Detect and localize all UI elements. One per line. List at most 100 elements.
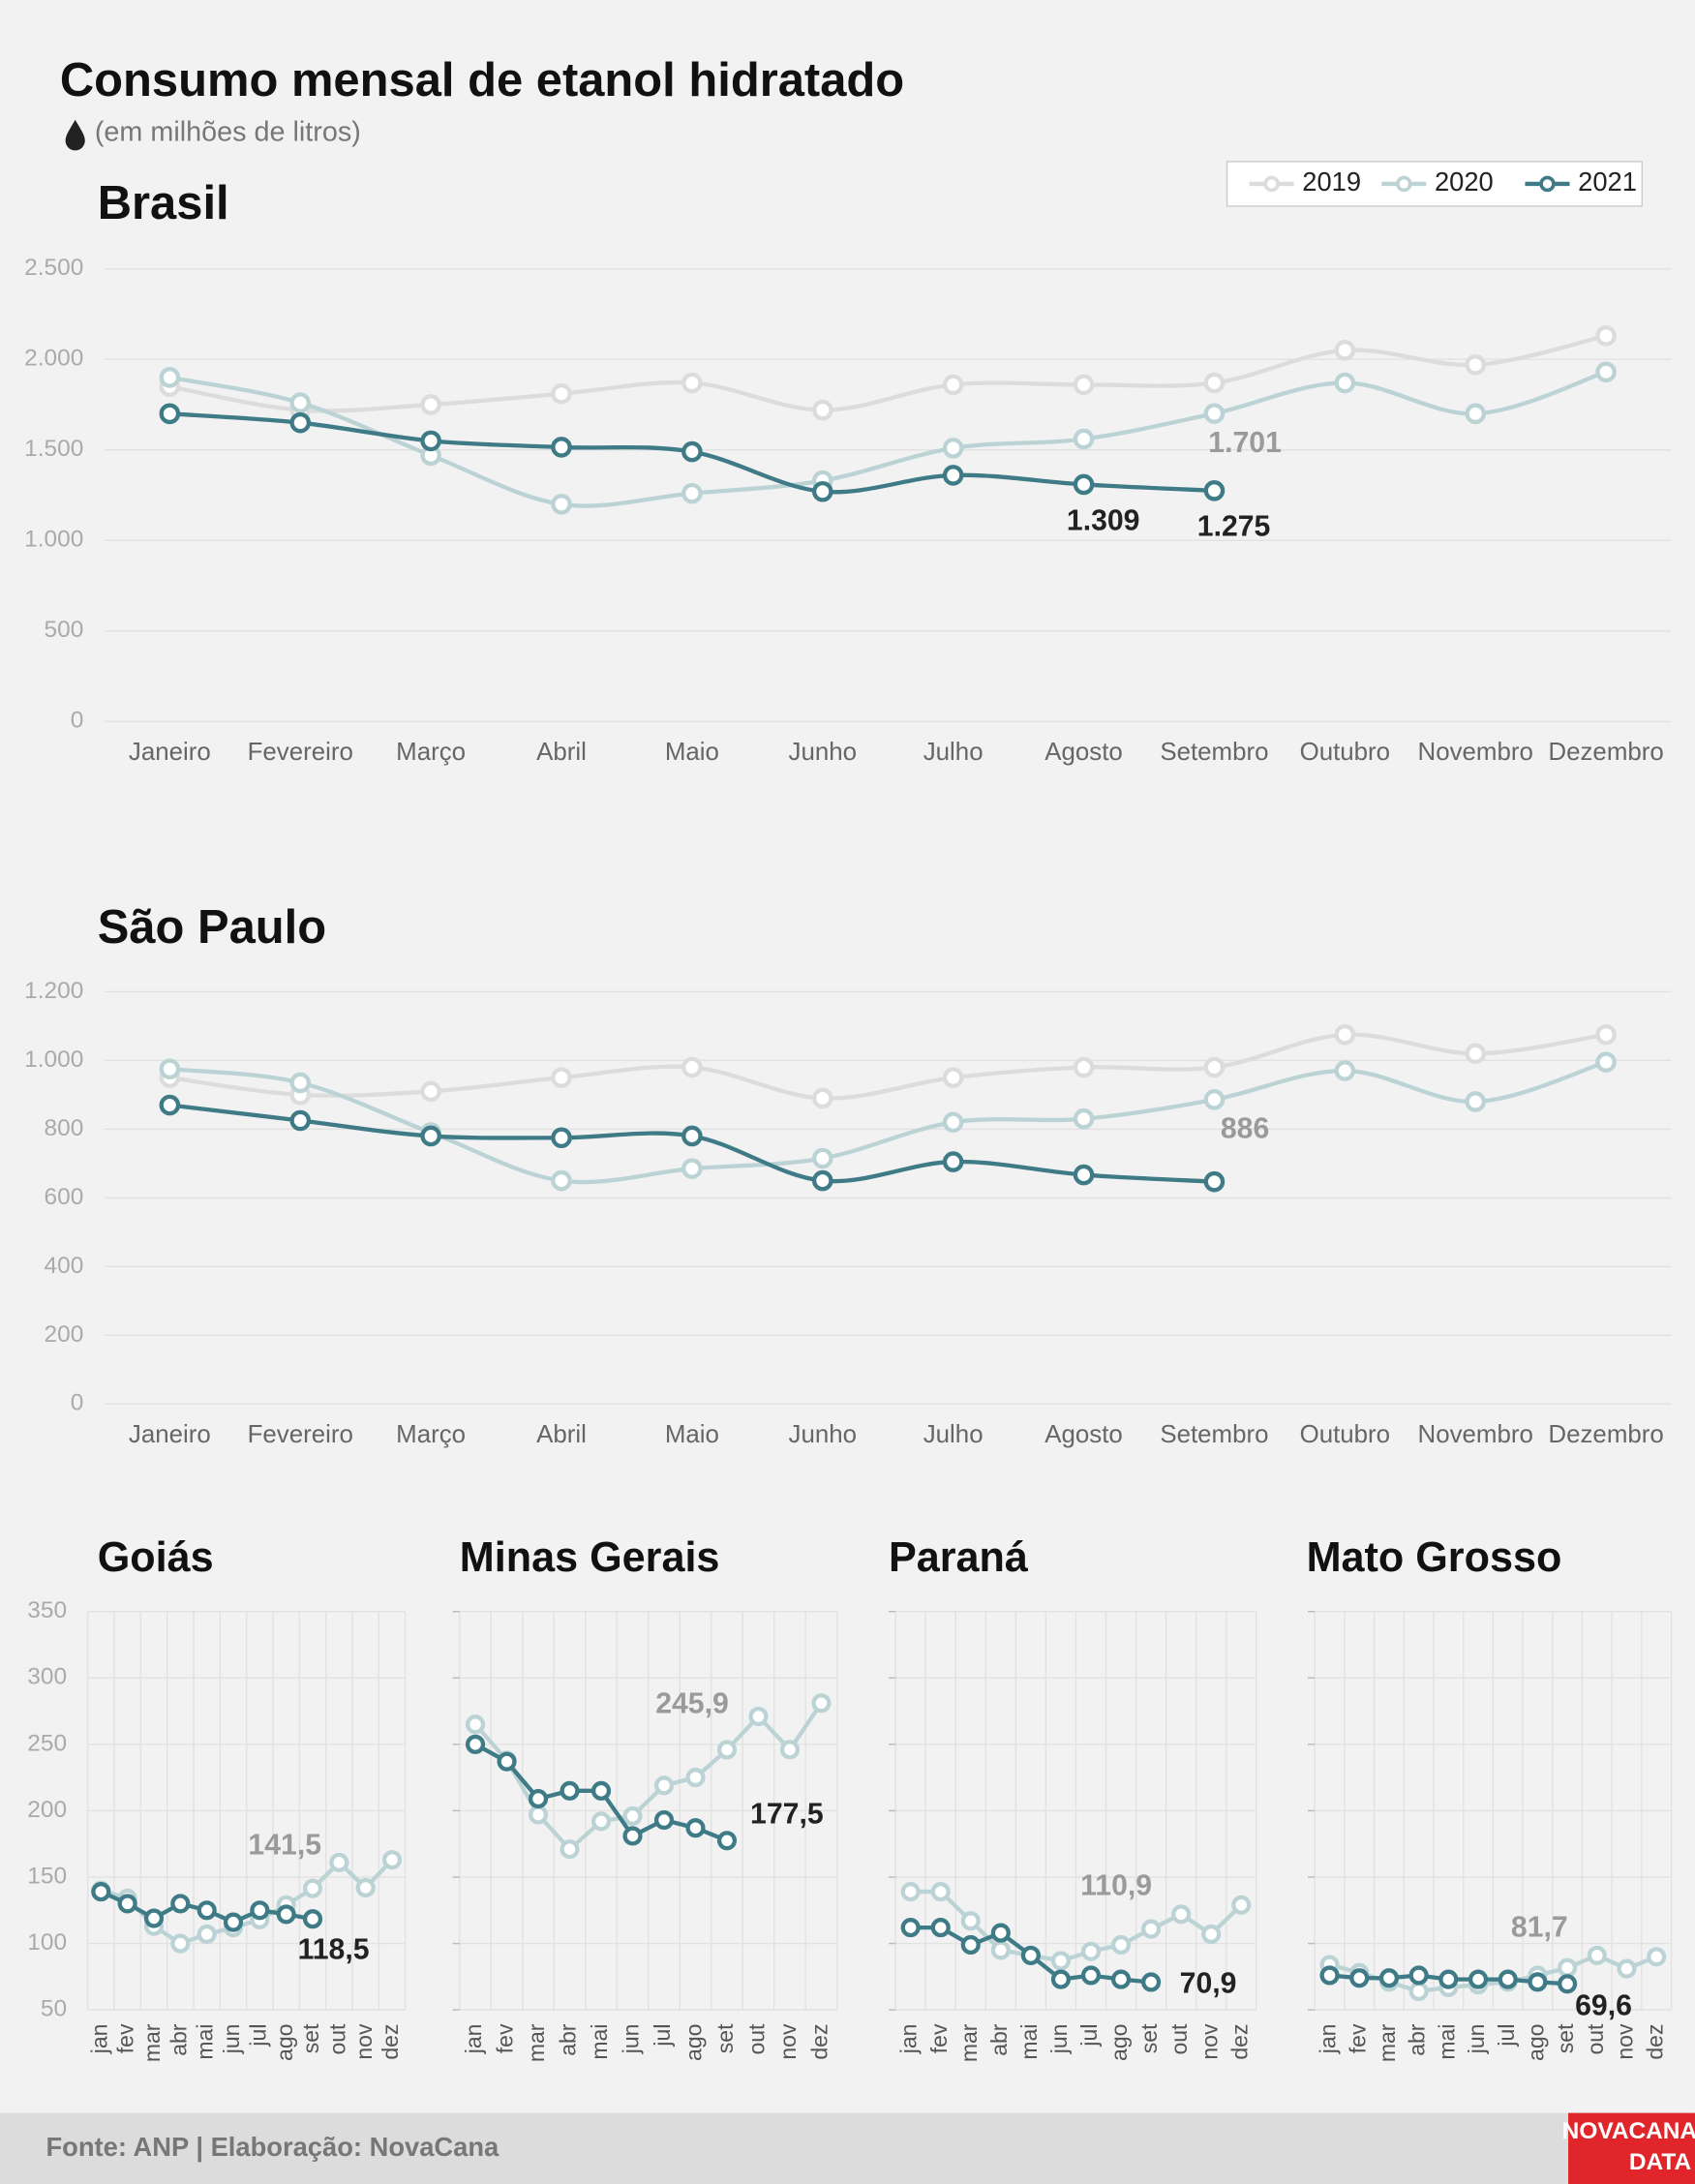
x-tick-label: fev [1345,2023,1370,2053]
data-point [465,1714,486,1735]
data-point [551,437,572,458]
x-tick-label: dez [378,2024,403,2060]
x-tick-label: Agosto [1044,739,1123,766]
x-tick-label: Junho [789,1421,858,1448]
x-tick-label: nov [1613,2023,1638,2060]
series-line [169,1032,1607,1101]
data-point [1231,1895,1252,1915]
y-tick-label: 150 [27,1863,67,1889]
data-point [329,1852,349,1872]
x-tick-label: out [324,2023,349,2055]
y-tick-label: 2.000 [24,346,83,372]
x-tick-label: ago [681,2024,707,2061]
data-point [159,403,181,425]
x-tick-label: ago [1106,2024,1132,2061]
data-point [1319,1965,1340,1986]
data-point [170,1894,191,1914]
legend-swatch-point [1263,175,1280,193]
data-point [1558,1957,1578,1978]
data-point [528,1805,549,1825]
x-tick-label: jan [1316,2024,1341,2055]
x-tick-label: Julho [923,1421,984,1448]
y-tick-label: 250 [27,1730,67,1756]
data-point [1020,1945,1041,1965]
data-point [528,1788,549,1809]
x-tick-label: set [712,2023,738,2053]
data-point [1378,1968,1400,1988]
legend-box [1226,161,1644,207]
y-tick-label: 1.000 [24,1046,83,1073]
y-tick-label: 1.000 [24,527,83,553]
data-point [1203,1089,1226,1110]
x-tick-label: abr [556,2023,581,2056]
data-point [1203,1170,1226,1193]
chart-title: Minas Gerais [460,1534,720,1581]
data-point [811,1147,833,1169]
legend-label: 2021 [1578,167,1637,197]
x-tick-label: jul [1076,2024,1102,2048]
data-point [420,1125,441,1147]
data-point [91,1882,111,1902]
data-point [942,438,964,459]
x-tick-label: Dezembro [1548,739,1663,766]
data-point [1080,1965,1102,1986]
x-tick-label: Maio [665,1421,719,1448]
data-point [1498,1969,1518,1989]
x-tick-label: mar [524,2023,549,2062]
data-point [1647,1947,1667,1967]
logo-text: DATA [1629,2149,1691,2175]
data-point [197,1900,217,1921]
legend-swatch-point [1396,175,1412,193]
y-tick-label: 600 [45,1184,84,1210]
data-point [681,1158,703,1179]
data-point [779,1740,801,1760]
data-point [1141,1919,1162,1939]
y-tick-label: 500 [45,617,84,643]
x-tick-label: set [1136,2023,1162,2053]
value-label: 1.275 [1197,511,1271,543]
x-tick-label: jul [245,2024,270,2048]
x-tick-label: Maio [665,739,719,766]
chart-title: São Paulo [98,901,326,954]
value-label: 69,6 [1575,1990,1632,2022]
data-point [1334,1023,1356,1046]
x-tick-label: mar [956,2023,982,2062]
data-point [942,1151,964,1172]
series-line [169,1060,1607,1185]
data-point [1203,403,1226,424]
data-point [681,440,703,463]
x-tick-label: Abril [536,1421,587,1448]
x-tick-label: jan [86,2024,111,2055]
x-tick-label: ago [1523,2024,1548,2061]
data-point [1595,325,1617,347]
data-point [1349,1968,1370,1988]
x-tick-label: Agosto [1044,1421,1123,1448]
data-point [590,1811,612,1832]
value-label: 886 [1221,1112,1269,1144]
chart-title: Mato Grosso [1307,1534,1562,1581]
data-point [289,1072,312,1094]
x-tick-label: Outubro [1300,1421,1391,1448]
y-tick-label: 50 [41,1996,67,2022]
x-tick-label: Fevereiro [248,1421,353,1448]
data-point [622,1826,643,1846]
x-tick-label: fev [113,2023,138,2053]
x-tick-label: mar [139,2023,165,2062]
series-line [168,333,1607,413]
data-point [560,1780,580,1801]
chart-title: Goiás [98,1534,214,1581]
legend-label: 2019 [1302,167,1361,197]
data-point [681,1125,703,1147]
x-tick-label: dez [1642,2024,1667,2060]
subtitle: (em milhões de litros) [95,117,361,148]
data-point [170,1933,191,1954]
x-tick-label: Setembro [1160,1421,1268,1448]
footer-source: Fonte: ANP | Elaboração: NovaCana [45,2132,499,2162]
value-label: 70,9 [1180,1967,1237,1999]
data-point [1595,361,1617,383]
x-tick-label: Janeiro [129,1421,211,1448]
data-point [1468,1969,1489,1989]
x-tick-label: dez [807,2024,832,2060]
data-point [681,482,703,504]
y-tick-label: 1.500 [24,436,83,462]
